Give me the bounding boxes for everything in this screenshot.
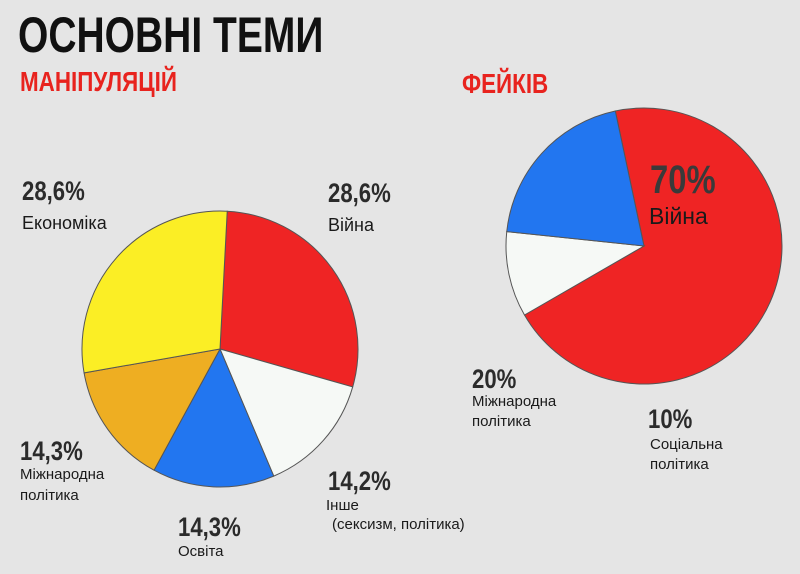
slice-label-pct: 14,3% xyxy=(20,436,83,466)
pie-slice xyxy=(219,348,354,477)
chart-title-manipulations: МАНІПУЛЯЦІЙ xyxy=(20,66,177,97)
pie-slice xyxy=(83,348,221,471)
pie-slice xyxy=(506,110,645,247)
slice-label-text: політика xyxy=(20,487,79,504)
pie-manipulations xyxy=(81,210,359,488)
slice-label-text: Економіка xyxy=(22,213,107,233)
slice-label-pct: 14,3% xyxy=(178,512,241,542)
pie-slice xyxy=(153,347,275,488)
pie-fakes xyxy=(505,107,783,385)
slice-label-pct: 14,2% xyxy=(328,466,391,496)
slice-label-text: (сексизм, політика) xyxy=(332,516,465,533)
slice-label-text: Міжнародна xyxy=(20,466,105,483)
slice-label-pct: 70% xyxy=(650,158,716,202)
slice-label-pct: 20% xyxy=(472,364,517,394)
slice-label-pct: 28,6% xyxy=(328,178,391,208)
slice-label-text: Інше xyxy=(326,497,359,514)
slice-label-pct: 28,6% xyxy=(22,176,85,206)
slice-label-text: Війна xyxy=(649,203,708,229)
slice-label-text: політика xyxy=(650,456,709,473)
slice-label-text: Освіта xyxy=(178,543,224,560)
slice-label-pct: 10% xyxy=(648,404,693,434)
slice-label-text: Війна xyxy=(328,215,375,235)
pie-slice xyxy=(523,107,783,385)
pie-slice xyxy=(505,231,646,316)
slice-label-text: політика xyxy=(472,413,531,430)
pie-slice xyxy=(81,210,228,374)
page-title: ОСНОВНІ ТЕМИ xyxy=(18,7,324,63)
slice-label-text: Соціальна xyxy=(650,436,723,453)
chart-title-fakes: ФЕЙКІВ xyxy=(462,68,549,99)
pie-slice xyxy=(219,210,359,388)
slice-label-text: Міжнародна xyxy=(472,393,557,410)
